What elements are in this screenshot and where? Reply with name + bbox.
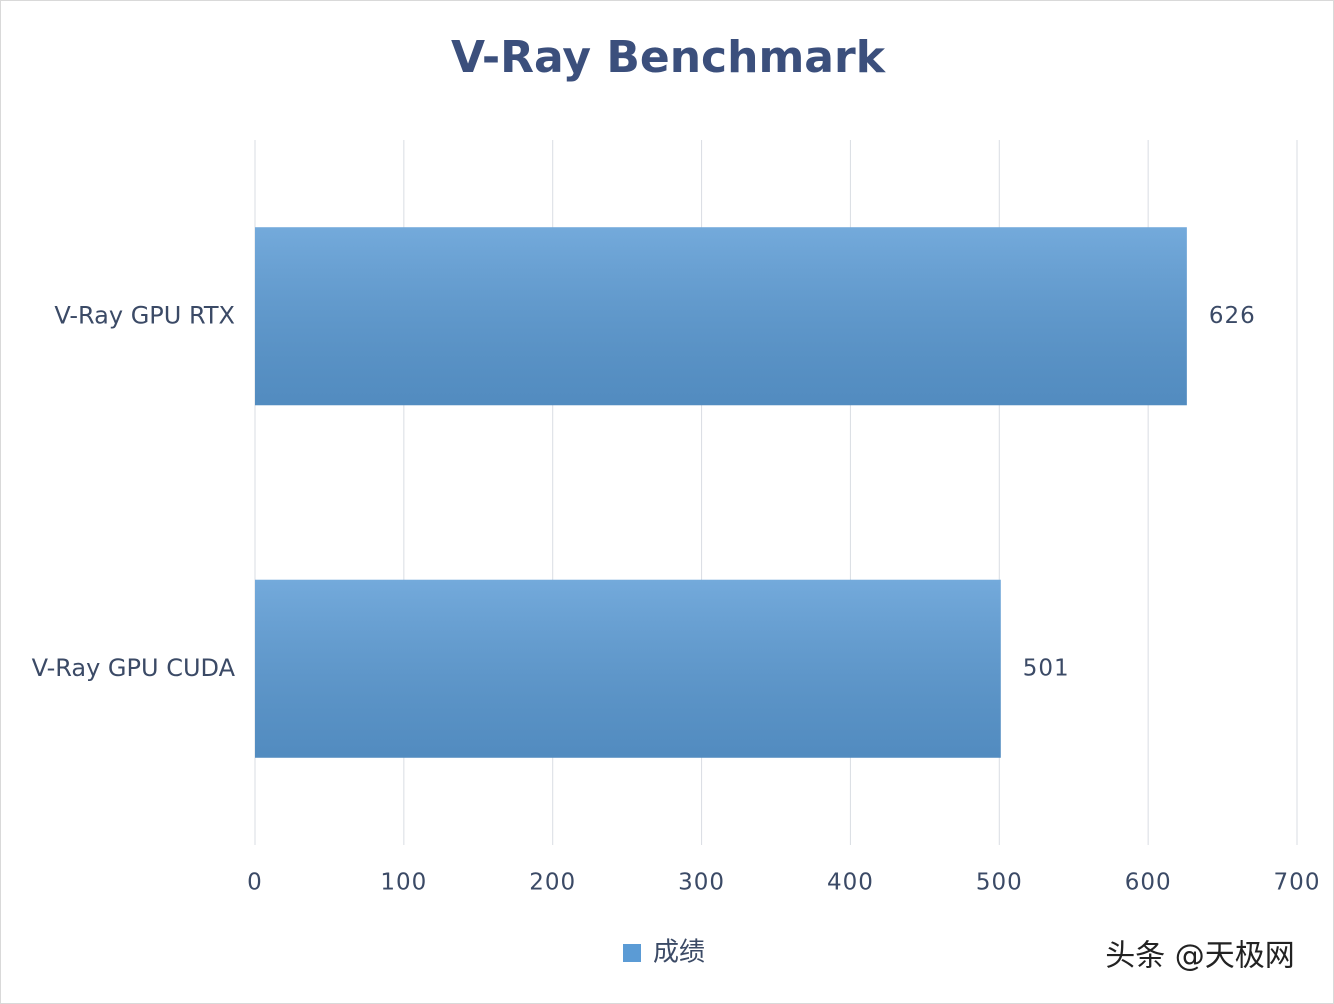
plot bbox=[255, 227, 1187, 758]
y-tick-label: V-Ray GPU CUDA bbox=[32, 654, 236, 682]
bar-shade bbox=[255, 227, 1187, 406]
y-tick-label: V-Ray GPU RTX bbox=[54, 301, 235, 329]
legend-swatch bbox=[623, 944, 641, 962]
x-tick-label: 500 bbox=[976, 870, 1023, 896]
chart-title: V-Ray Benchmark bbox=[451, 32, 887, 83]
x-tick-label: 400 bbox=[827, 870, 874, 896]
x-tick-label: 0 bbox=[247, 870, 263, 896]
bar-shade bbox=[255, 579, 1001, 758]
legend-label: 成绩 bbox=[653, 938, 705, 968]
x-tick-label: 700 bbox=[1274, 870, 1321, 896]
x-tick-label: 600 bbox=[1125, 870, 1172, 896]
x-tick-label: 300 bbox=[678, 870, 725, 896]
data-label: 501 bbox=[1023, 655, 1070, 681]
watermark: 头条 @天极网 bbox=[1105, 939, 1295, 974]
x-tick-label: 200 bbox=[529, 870, 576, 896]
x-tick-label: 100 bbox=[380, 870, 427, 896]
data-label: 626 bbox=[1209, 303, 1256, 329]
